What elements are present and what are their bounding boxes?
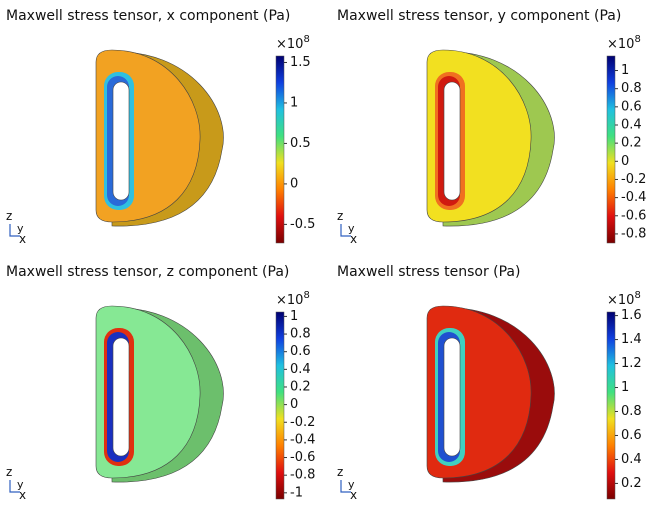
colorbar-tick-label: 1: [290, 309, 298, 324]
colorbar-tick-label: -0.4: [621, 190, 646, 205]
multiplier: ×108: [276, 290, 310, 308]
multiplier-base: ×10: [607, 37, 634, 52]
multiplier-base: ×10: [276, 37, 303, 52]
colorbar-tick-label: -0.8: [621, 226, 646, 241]
colorbar-tick-label: 0.4: [621, 452, 642, 467]
colorbar-tick-label: 0.4: [290, 362, 311, 377]
colorbar: [606, 55, 616, 244]
colorbar-tick-label: 1.2: [621, 356, 642, 371]
panel: Maxwell stress tensor, y component (Pa) z…: [337, 8, 646, 246]
colorbar-tick-label: -0.8: [290, 468, 315, 483]
hole: [112, 81, 130, 201]
colorbar-tick-label: -1: [290, 485, 303, 500]
colorbar-tick-label: 1: [621, 380, 629, 395]
axis-triad: [340, 480, 351, 493]
colorbar-tick-label: 0.2: [290, 379, 311, 394]
axis-label: x: [350, 232, 357, 246]
axis-label: y: [17, 478, 24, 491]
hole: [112, 337, 130, 457]
multiplier-exponent: 8: [634, 290, 640, 301]
colorbar-tick-label: -0.6: [290, 450, 315, 465]
axis-label: z: [337, 465, 343, 479]
colorbar-tick-label: 0.8: [290, 327, 311, 342]
colorbar-tick-label: -0.2: [621, 172, 646, 187]
colorbar-tick-label: 1.6: [621, 308, 642, 323]
multiplier: ×108: [607, 34, 641, 52]
axis-triad: [9, 480, 20, 493]
colorbar-tick-label: 0.8: [621, 81, 642, 96]
plot-title: Maxwell stress tensor, x component (Pa): [6, 8, 290, 24]
colorbar-tick-label: -0.4: [290, 432, 315, 447]
colorbar-tick-label: 0.6: [621, 428, 642, 443]
panel: Maxwell stress tensor (Pa) zyx 1.6 1.4 1.2 1 0…: [337, 264, 642, 502]
colorbar-tick-label: 0.2: [621, 136, 642, 151]
hole: [443, 81, 461, 201]
colorbar-tick-label: 0.4: [621, 117, 642, 132]
plot-title: Maxwell stress tensor, y component (Pa): [337, 8, 621, 24]
colorbar-tick-label: 0.8: [621, 404, 642, 419]
panel: Maxwell stress tensor, x component (Pa) z…: [6, 8, 315, 246]
multiplier-exponent: 8: [634, 34, 640, 45]
colorbar-tick-label: 0.5: [290, 136, 311, 151]
axis-label: x: [350, 488, 357, 502]
colorbar-tick-label: -0.6: [621, 208, 646, 223]
colorbar: [275, 311, 285, 500]
colorbar-tick-label: 0: [621, 154, 629, 169]
colorbar-tick-label: 0.6: [621, 99, 642, 114]
multiplier-base: ×10: [276, 293, 303, 308]
multiplier-base: ×10: [607, 293, 634, 308]
colorbar-tick-label: 0: [290, 176, 298, 191]
colorbar-tick-label: -0.2: [290, 415, 315, 430]
colorbar-tick-label: 0.6: [290, 344, 311, 359]
panel: Maxwell stress tensor, z component (Pa) z…: [6, 264, 315, 502]
axis-label: y: [348, 478, 355, 491]
axis-label: z: [6, 465, 12, 479]
axis-label: z: [337, 209, 343, 223]
colorbar-tick-label: 1: [621, 63, 629, 78]
colorbar: [275, 55, 285, 244]
plot-title: Maxwell stress tensor (Pa): [337, 264, 520, 280]
colorbar-tick-label: -0.5: [290, 217, 315, 232]
multiplier-exponent: 8: [303, 34, 309, 45]
multiplier-exponent: 8: [303, 290, 309, 301]
axis-label: x: [19, 488, 26, 502]
axis-label: y: [17, 222, 24, 235]
colorbar: [606, 311, 616, 500]
colorbar-tick-label: 0.2: [621, 476, 642, 491]
colorbar-tick-label: 1: [290, 95, 298, 110]
colorbar-tick-label: 1.5: [290, 55, 311, 70]
plot-title: Maxwell stress tensor, z component (Pa): [6, 264, 289, 280]
colorbar-tick-label: 0: [290, 397, 298, 412]
hole: [443, 337, 461, 457]
axis-triad: [9, 224, 20, 237]
multiplier: ×108: [276, 34, 310, 52]
axis-triad: [340, 224, 351, 237]
axis-label: x: [19, 232, 26, 246]
colorbar-tick-label: 1.4: [621, 332, 642, 347]
multiplier: ×108: [607, 290, 641, 308]
axis-label: y: [348, 222, 355, 235]
axis-label: z: [6, 209, 12, 223]
